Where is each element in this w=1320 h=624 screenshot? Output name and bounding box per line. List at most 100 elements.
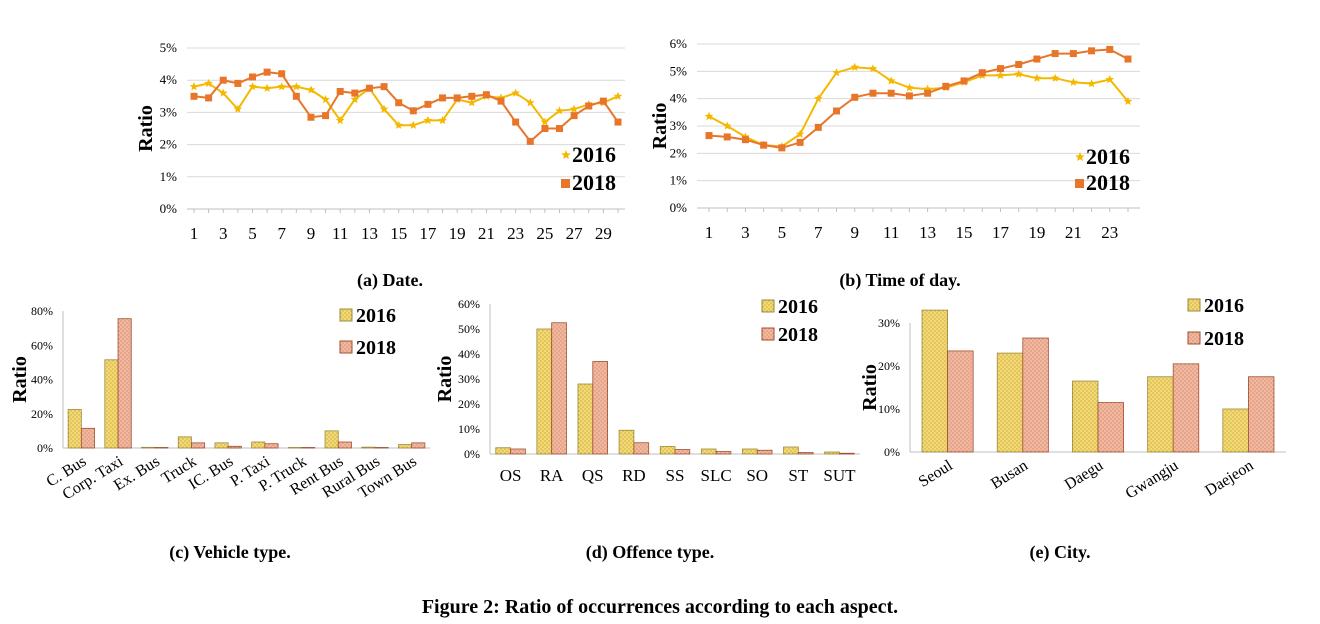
x-tick-label: 25	[536, 224, 553, 243]
data-point-2018	[526, 137, 534, 145]
bar-2016-so	[742, 448, 758, 455]
bar-2016-gwangju	[1147, 376, 1174, 453]
y-tick-label: 80%	[31, 304, 53, 318]
bar-2018-ra	[551, 322, 567, 455]
data-point-2016	[467, 98, 477, 107]
y-tick-label: 4%	[670, 91, 688, 106]
bar-2018-rent-bus	[337, 441, 352, 449]
x-tick-label: 15	[956, 223, 973, 242]
bar-2018-corp-taxi	[117, 318, 132, 449]
bar-2018-qs	[592, 361, 608, 455]
caption-time: (b) Time of day.	[839, 270, 961, 290]
y-tick-label: 0%	[37, 441, 53, 455]
data-point-2016	[321, 95, 330, 104]
y-tick-label: 2%	[160, 137, 178, 152]
x-tick-label: 7	[814, 223, 823, 242]
bar-2016-seoul	[921, 309, 948, 453]
data-point-2016	[248, 82, 257, 91]
bar-2018-ic-bus	[227, 445, 242, 449]
bar-2016-ic-bus	[214, 442, 229, 449]
legend-label-2016: 2016	[572, 142, 616, 167]
x-tick-label: 19	[1028, 223, 1045, 242]
data-point-2016	[569, 104, 579, 113]
x-tick-label: SO	[746, 466, 768, 485]
data-point-2018	[833, 107, 841, 115]
x-tick-label: RD	[622, 466, 646, 485]
data-point-2016	[555, 106, 564, 115]
bar-2016-daegu	[1072, 380, 1099, 453]
y-tick-label: 10%	[458, 422, 480, 436]
data-point-2018	[263, 68, 271, 76]
x-tick-label: 13	[361, 224, 378, 243]
legend-marker-2018	[761, 327, 775, 341]
data-point-2016	[613, 91, 623, 100]
data-point-2018	[278, 70, 286, 78]
bar-2018-daejeon	[1248, 376, 1275, 453]
legend-label-2018: 2018	[1086, 170, 1130, 195]
data-point-2018	[887, 89, 895, 97]
data-point-2018	[307, 113, 315, 121]
data-point-2016	[1050, 73, 1060, 82]
x-tick-label: 1	[705, 223, 714, 242]
data-point-2018	[1088, 47, 1096, 55]
x-tick-label: SS	[666, 466, 685, 485]
data-point-2016	[204, 78, 213, 88]
x-tick-label: Seoul	[916, 457, 956, 491]
bar-2016-rd	[618, 429, 635, 455]
data-point-2018	[869, 89, 877, 97]
bar-2016-os	[495, 447, 511, 455]
x-tick-label: 3	[741, 223, 750, 242]
data-point-2016	[438, 115, 447, 125]
data-point-2018	[942, 82, 950, 90]
data-point-2016	[795, 129, 805, 138]
caption-offence: (d) Offence type.	[585, 542, 715, 562]
x-tick-label: 11	[883, 223, 899, 242]
legend-marker-2018	[339, 340, 353, 354]
data-point-2016	[814, 94, 823, 103]
data-point-2018	[497, 97, 505, 105]
y-tick-label: 40%	[31, 373, 53, 387]
bar-2016-truck	[177, 436, 192, 449]
data-point-2018	[996, 65, 1004, 73]
bar-2018-gwangju	[1172, 363, 1200, 453]
data-point-2016	[350, 95, 360, 104]
data-point-2018	[851, 93, 859, 101]
data-point-2016	[1069, 77, 1078, 86]
data-point-2018	[190, 92, 198, 100]
data-point-2018	[424, 100, 432, 108]
bar-2018-p-taxi	[264, 443, 279, 449]
legend-marker-2016	[1075, 152, 1085, 161]
data-point-2018	[248, 73, 256, 81]
data-point-2016	[1105, 75, 1115, 84]
data-point-2016	[722, 121, 732, 130]
legend-marker-2018	[1075, 179, 1084, 188]
x-tick-label: 7	[277, 224, 286, 243]
series-line-2016	[193, 82, 619, 127]
bar-2016-town-bus	[398, 444, 413, 449]
data-point-2016	[277, 82, 286, 91]
bar-2016-rural-bus	[361, 446, 376, 449]
data-point-2018	[1106, 45, 1114, 53]
data-point-2018	[960, 77, 968, 85]
data-point-2018	[380, 83, 388, 91]
series-line-2016	[708, 66, 1129, 148]
y-tick-label: 40%	[458, 347, 480, 361]
caption-date: (a) Date.	[357, 270, 423, 290]
x-tick-label: 3	[219, 224, 228, 243]
bar-2016-busan	[996, 352, 1024, 453]
data-point-2018	[778, 144, 786, 152]
data-point-2016	[189, 82, 199, 91]
x-tick-label: 17	[419, 224, 437, 243]
y-tick-label: 20%	[31, 407, 53, 421]
data-point-2018	[905, 92, 913, 100]
y-tick-label: 0%	[160, 201, 178, 216]
data-point-2018	[705, 132, 713, 140]
x-tick-label: 9	[307, 224, 316, 243]
x-tick-label: SUT	[823, 466, 856, 485]
data-point-2016	[1032, 73, 1042, 82]
legend-marker-2016	[339, 308, 353, 322]
x-tick-label: 19	[449, 224, 466, 243]
legend-marker-2016	[761, 299, 775, 313]
legend-label-2018: 2018	[1204, 328, 1244, 350]
legend-label-2016: 2016	[356, 305, 396, 327]
